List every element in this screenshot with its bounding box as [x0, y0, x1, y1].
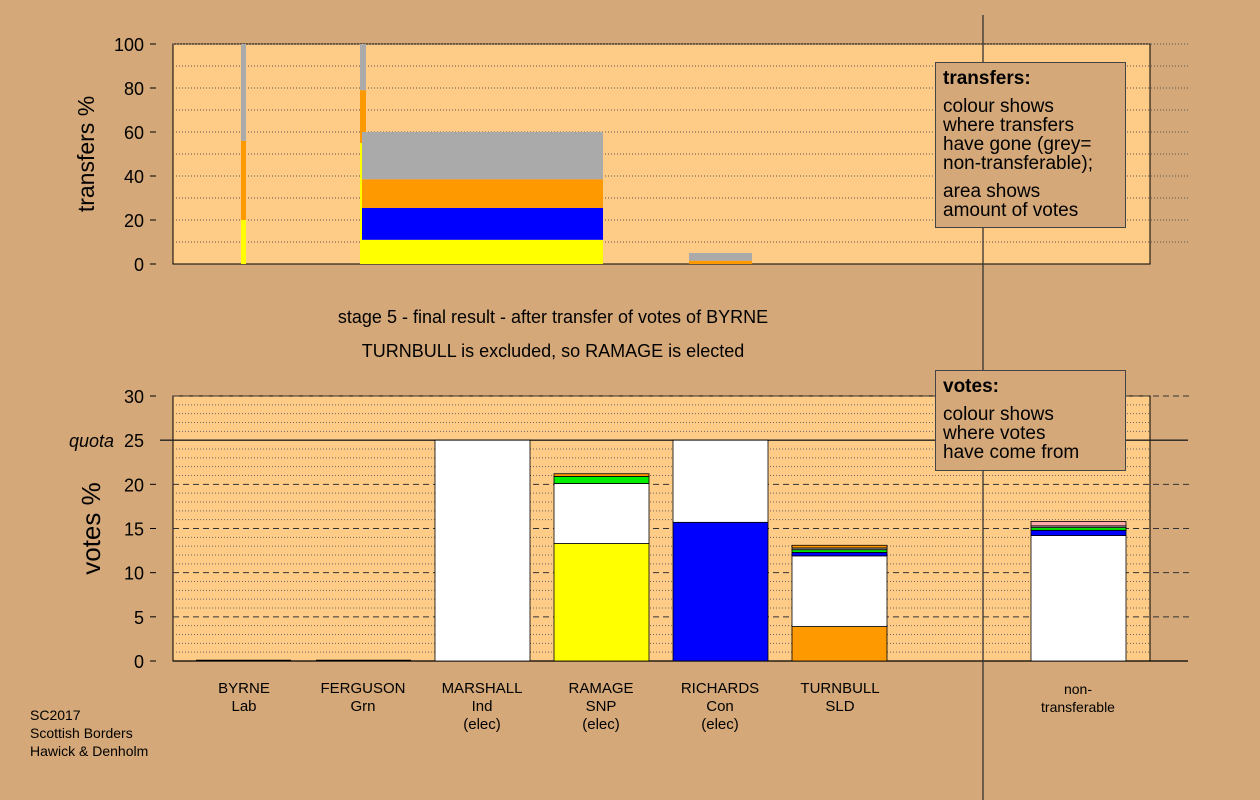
- votes-y-tick-label: 0: [134, 652, 144, 672]
- transfers-legend-text: colour shows where transfers have gone (…: [943, 97, 1117, 173]
- candidate-label-marshall: MARSHALL Ind (elec): [422, 680, 542, 734]
- transfer-bar-segment: [241, 140, 246, 220]
- candidate-status: (elec): [582, 716, 620, 733]
- transfer-bar-segment: [360, 44, 366, 91]
- legend-line: amount of votes: [943, 200, 1079, 221]
- candidate-label-byrne: BYRNE Lab: [184, 680, 304, 716]
- votes-legend-text: colour shows where votes have come from: [943, 405, 1117, 462]
- votes-y-axis-label: votes %: [76, 482, 106, 575]
- footer-line: Scottish Borders: [30, 725, 133, 741]
- votes-y-tick-label: 25: [124, 431, 144, 451]
- votes-legend-title: votes:: [943, 376, 999, 397]
- vote-bar-segment: [434, 439, 531, 662]
- legend-line: area shows: [943, 181, 1041, 202]
- candidate-name: TURNBULL: [800, 680, 880, 697]
- vote-bar-segment: [791, 551, 888, 557]
- vote-bar-segment: [791, 544, 888, 549]
- candidate-name: RICHARDS: [680, 680, 760, 697]
- transfer-bar-segment: [362, 207, 603, 240]
- votes-y-tick-label: 15: [124, 520, 144, 540]
- transfers-legend-title: transfers:: [943, 68, 1031, 89]
- vote-bar-segment: [553, 475, 650, 484]
- candidate-party: SLD: [825, 698, 855, 715]
- legend-line: have gone (grey=: [943, 134, 1092, 155]
- transfers-y-tick-label: 80: [124, 79, 144, 99]
- transfer-bar-segment: [241, 44, 246, 141]
- candidate-party: Grn: [350, 698, 376, 715]
- transfers-y-tick-label: 20: [124, 211, 144, 231]
- candidate-party: Lab: [231, 698, 257, 715]
- transfers-y-axis-label: transfers %: [73, 96, 99, 212]
- candidate-label-richards: RICHARDS Con (elec): [660, 680, 780, 734]
- transfer-bar-segment: [241, 220, 246, 264]
- candidate-party: Ind: [471, 698, 493, 715]
- candidate-party: SNP: [585, 698, 617, 715]
- transfers-y-tick-label: 0: [134, 255, 144, 275]
- candidate-label-ramage: RAMAGE SNP (elec): [541, 680, 661, 734]
- transfers-y-tick-label: 40: [124, 167, 144, 187]
- candidate-label-turnbull: TURNBULL SLD: [780, 680, 900, 716]
- votes-y-tick-label: 30: [124, 387, 144, 407]
- transfers-legend-note: area shows amount of votes: [943, 182, 1117, 220]
- footer-line: SC2017: [30, 707, 81, 723]
- legend-line: colour shows: [943, 96, 1054, 117]
- vote-bar-segment: [791, 626, 888, 662]
- transfer-bar-segment: [360, 90, 366, 143]
- vote-bar-segment: [553, 473, 650, 477]
- legend-line: where votes: [943, 423, 1046, 444]
- vote-bar-segment: [553, 543, 650, 662]
- transfer-bar-segment: [362, 179, 603, 208]
- nontransferable-label: non- transferable: [1018, 680, 1138, 716]
- transfers-y-tick-label: 60: [124, 123, 144, 143]
- vote-bar-segment: [672, 439, 769, 523]
- votes-y-tick-label: 10: [124, 564, 144, 584]
- vote-bar-segment: [672, 521, 769, 662]
- votes-y-tick-label: 20: [124, 475, 144, 495]
- legend-line: non-transferable);: [943, 153, 1093, 174]
- transfers-y-tick-label: 100: [114, 35, 144, 55]
- vote-bar-segment: [791, 555, 888, 627]
- stage-title: stage 5 - final result - after transfer …: [338, 307, 768, 327]
- stage-subtitle: TURNBULL is excluded, so RAMAGE is elect…: [362, 341, 744, 361]
- vote-bar-segment: [1030, 529, 1127, 536]
- vote-bar-segment: [553, 483, 650, 544]
- nontransferable-line: transferable: [1041, 699, 1115, 715]
- footer-line: Hawick & Denholm: [30, 743, 149, 759]
- chart-overlay: stage 5 - final result - after transfer …: [338, 15, 984, 800]
- vote-bar-segment: [1030, 535, 1127, 662]
- transfer-bar-segment: [362, 239, 603, 264]
- candidate-status: (elec): [701, 716, 739, 733]
- legend-line: colour shows: [943, 404, 1054, 425]
- candidate-name: FERGUSON: [320, 680, 406, 697]
- transfer-bar-segment: [362, 132, 603, 180]
- candidate-status: (elec): [463, 716, 501, 733]
- nontransferable-line: non-: [1063, 681, 1093, 697]
- legend-line: have come from: [943, 442, 1080, 463]
- footer-note: SC2017 Scottish Borders Hawick & Denholm: [30, 706, 148, 760]
- candidate-name: MARSHALL: [441, 680, 523, 697]
- transfer-bar-segment: [689, 253, 752, 261]
- candidate-name: RAMAGE: [568, 680, 634, 697]
- transfers-legend: transfers: colour shows where transfers …: [935, 62, 1126, 228]
- candidate-name: BYRNE: [218, 680, 270, 697]
- candidate-label-ferguson: FERGUSON Grn: [303, 680, 423, 716]
- vote-bar-segment: [1030, 521, 1127, 527]
- candidate-party: Con: [706, 698, 734, 715]
- transfer-bar-segment: [689, 260, 752, 264]
- votes-legend: votes: colour shows where votes have com…: [935, 370, 1126, 471]
- legend-line: where transfers: [943, 115, 1074, 136]
- quota-label: quota: [69, 431, 114, 451]
- votes-y-tick-label: 5: [134, 608, 144, 628]
